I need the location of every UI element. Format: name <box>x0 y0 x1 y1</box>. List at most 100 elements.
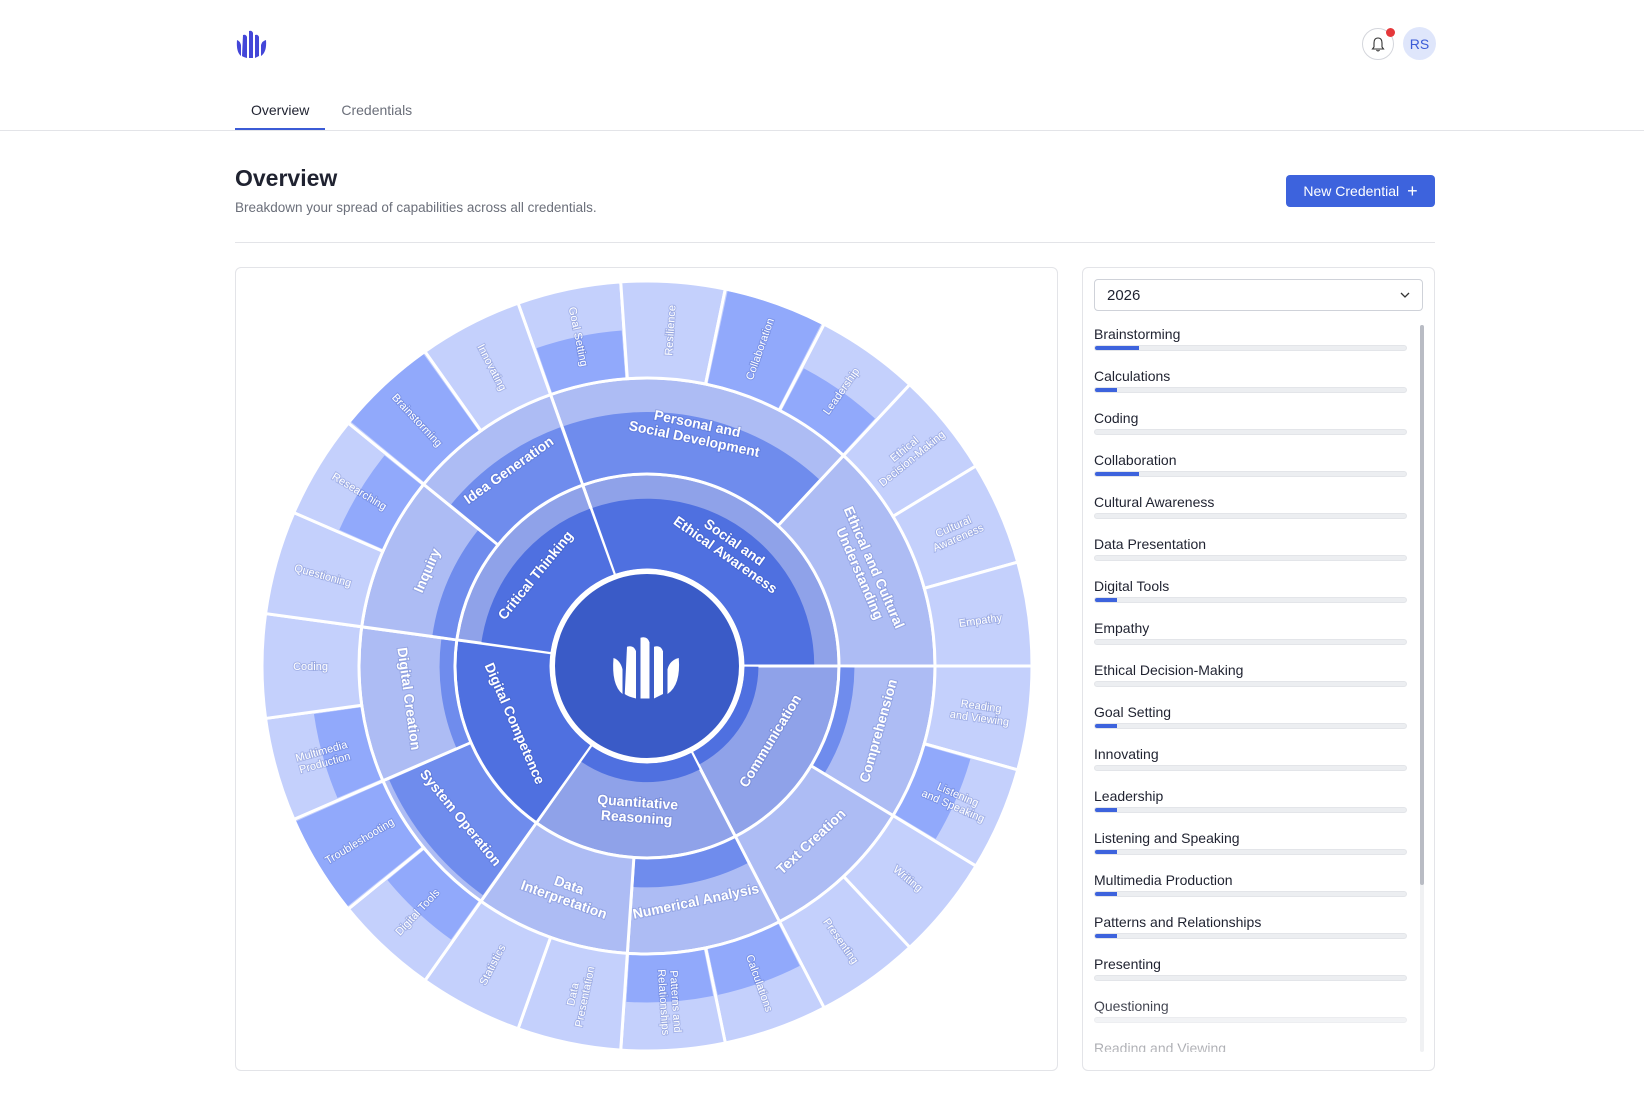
avatar[interactable]: RS <box>1403 27 1436 60</box>
capability-progress-bar <box>1094 555 1407 561</box>
capability-progress-bar <box>1094 681 1407 687</box>
capability-label: Reading and Viewing <box>1094 1040 1227 1052</box>
capability-item: Listening and Speaking <box>1094 829 1424 871</box>
notification-badge <box>1386 28 1395 37</box>
capability-item: Collaboration <box>1094 451 1424 493</box>
capability-item: Brainstorming <box>1094 325 1424 367</box>
segment-fill-comprehension <box>813 667 855 773</box>
capability-label: Listening and Speaking <box>1094 830 1240 846</box>
segment-fill-inquiry <box>432 530 497 639</box>
capability-progress-bar <box>1094 387 1407 393</box>
segment-fill-communication <box>692 666 759 765</box>
new-credential-label: New Credential <box>1303 183 1400 199</box>
capability-label: Questioning <box>1094 998 1169 1014</box>
segment-fill-digital-creation <box>439 639 469 748</box>
hand-bars-logo-icon <box>236 30 267 58</box>
segment-fill-quantitative-reasoning <box>580 746 700 783</box>
capability-progress-fill <box>1095 808 1117 812</box>
capability-item: Goal Setting <box>1094 703 1424 745</box>
capability-item: Reading and Viewing <box>1094 1039 1424 1052</box>
capability-item: Cultural Awareness <box>1094 493 1424 535</box>
segment-fill-critical-thinking <box>481 508 614 653</box>
capability-progress-fill <box>1095 472 1139 476</box>
capability-label: Calculations <box>1094 368 1171 384</box>
capability-progress-bar <box>1094 597 1407 603</box>
capability-label: Goal Setting <box>1094 704 1172 720</box>
segment-fill-brainstorming <box>351 354 479 482</box>
capability-item: Multimedia Production <box>1094 871 1424 913</box>
capability-progress-bar <box>1094 1017 1407 1023</box>
segment-fill-troubleshooting <box>296 783 422 906</box>
segment-fill-leadership <box>781 368 875 454</box>
segment-fill-digital-tools <box>387 850 479 940</box>
app-logo[interactable] <box>235 28 269 58</box>
segment-fill-goal-setting <box>536 330 626 393</box>
segment-fill-researching <box>339 455 422 549</box>
capability-progress-fill <box>1095 850 1117 854</box>
capability-progress-bar <box>1094 513 1407 519</box>
capability-progress-bar <box>1094 639 1407 645</box>
capability-progress-bar <box>1094 765 1407 771</box>
year-select-value: 2026 <box>1107 286 1141 304</box>
segment-fill-calculations <box>707 923 800 995</box>
center-logo-icon <box>613 637 680 699</box>
segment-fill-personal-and-social-development <box>563 412 820 524</box>
segment-fill-social-and-ethical-awareness <box>592 498 815 666</box>
capability-label: Collaboration <box>1094 452 1177 468</box>
capability-progress-fill <box>1095 598 1117 602</box>
capability-progress-fill <box>1095 892 1117 896</box>
capability-progress-fill <box>1095 724 1117 728</box>
capability-progress-bar <box>1094 807 1407 813</box>
year-select[interactable]: 2026 <box>1094 279 1423 311</box>
bell-icon <box>1371 36 1385 52</box>
capability-progress-bar <box>1094 891 1407 897</box>
capability-item: Ethical Decision-Making <box>1094 661 1424 703</box>
capability-label: Patterns and Relationships <box>1094 914 1262 930</box>
capability-label: Leadership <box>1094 788 1164 804</box>
plus-icon: + <box>1407 181 1418 201</box>
capability-label: Innovating <box>1094 746 1159 762</box>
capability-item: Calculations <box>1094 367 1424 409</box>
capability-progress-bar <box>1094 723 1407 729</box>
capability-progress-bar <box>1094 471 1407 477</box>
segment-fill-idea-generation <box>451 427 581 543</box>
capability-item: Data Presentation <box>1094 535 1424 577</box>
tab-overview[interactable]: Overview <box>235 98 326 130</box>
page-title: Overview <box>235 165 338 191</box>
new-credential-button[interactable]: New Credential + <box>1286 175 1435 207</box>
capability-item: Digital Tools <box>1094 577 1424 619</box>
capability-list-card: 2026 Brainstorming Calculations Coding C… <box>1082 267 1435 1071</box>
segment-fill-system-operation <box>389 744 535 896</box>
tab-credentials[interactable]: Credentials <box>341 102 413 118</box>
segment-label-quantitative-reasoning: QuantitativeReasoning <box>596 791 679 828</box>
capability-item: Innovating <box>1094 745 1424 787</box>
segment-fill-multimedia-production <box>313 707 381 798</box>
segment-fill-patterns-and-relationships <box>626 949 714 1003</box>
segment-label-coding: Coding <box>293 661 328 673</box>
capability-label: Ethical Decision-Making <box>1094 662 1244 678</box>
capability-label: Presenting <box>1094 956 1161 972</box>
segment-label-patterns-and-relationships: Patterns andRelationships <box>655 968 684 1036</box>
capability-progress-fill <box>1095 388 1117 392</box>
page-subtitle: Breakdown your spread of capabilities ac… <box>235 200 597 215</box>
notifications-button[interactable] <box>1362 28 1395 60</box>
segment-label-resilience: Resilience <box>663 305 678 356</box>
capability-item: Coding <box>1094 409 1424 451</box>
capability-item: Empathy <box>1094 619 1424 661</box>
capability-label: Empathy <box>1094 620 1150 636</box>
capability-label: Multimedia Production <box>1094 872 1233 888</box>
scrollbar-thumb[interactable] <box>1420 325 1424 885</box>
capability-progress-bar <box>1094 975 1407 981</box>
segment-fill-listening-and-speaking <box>895 746 971 839</box>
segment-innovating[interactable] <box>422 301 553 433</box>
capability-progress-bar <box>1094 933 1407 939</box>
segment-fill-digital-competence <box>456 641 591 821</box>
capability-progress-fill <box>1095 934 1117 938</box>
capability-item: Presenting <box>1094 955 1424 997</box>
capability-label: Coding <box>1094 410 1139 426</box>
capability-list-scrollbar[interactable] <box>1420 325 1424 1052</box>
capability-progress-bar <box>1094 345 1407 351</box>
capability-progress-bar <box>1094 429 1407 435</box>
capability-item: Leadership <box>1094 787 1424 829</box>
